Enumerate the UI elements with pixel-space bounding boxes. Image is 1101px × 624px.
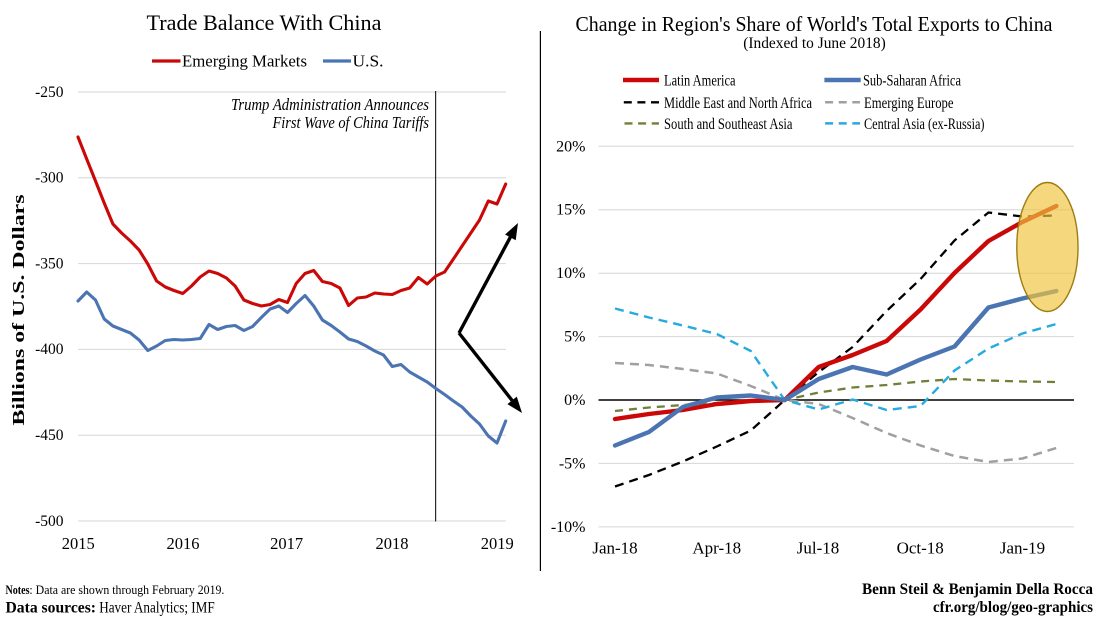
svg-text:cfr.org/blog/geo-graphics: cfr.org/blog/geo-graphics — [933, 599, 1093, 616]
svg-text:Latin America: Latin America — [664, 73, 736, 90]
svg-text:Trump Administration Announces: Trump Administration Announces — [231, 95, 429, 114]
svg-text:South and Southeast Asia: South and Southeast Asia — [664, 116, 793, 133]
svg-text:Oct-18: Oct-18 — [897, 539, 944, 558]
svg-text:-10%: -10% — [551, 519, 586, 536]
svg-text:(Indexed to June 2018): (Indexed to June 2018) — [743, 35, 886, 52]
svg-text:Change in Region's Share of Wo: Change in Region's Share of World's Tota… — [576, 12, 1054, 36]
svg-text:20%: 20% — [556, 138, 585, 155]
svg-text:-250: -250 — [35, 84, 64, 101]
svg-text:Emerging Markets: Emerging Markets — [182, 52, 307, 71]
svg-text:Data sources:: Data sources: — [6, 599, 97, 616]
svg-text:Jan-18: Jan-18 — [592, 539, 637, 558]
svg-text:15%: 15% — [556, 202, 585, 219]
svg-text:Central Asia (ex-Russia): Central Asia (ex-Russia) — [864, 116, 985, 133]
svg-text:-500: -500 — [35, 513, 64, 530]
svg-text:10%: 10% — [556, 265, 585, 282]
svg-text:-350: -350 — [35, 255, 64, 272]
svg-text:Haver Analytics; IMF: Haver Analytics; IMF — [99, 599, 215, 616]
svg-text:2019: 2019 — [481, 534, 514, 553]
svg-text:Notes: Notes — [6, 583, 30, 597]
svg-text:U.S.: U.S. — [353, 52, 384, 71]
svg-text:Benn Steil & Benjamin Della Ro: Benn Steil & Benjamin Della Rocca — [862, 581, 1093, 598]
svg-text:2015: 2015 — [62, 534, 95, 553]
svg-text:Apr-18: Apr-18 — [692, 539, 741, 558]
svg-text:Trade Balance With China: Trade Balance With China — [147, 10, 382, 35]
svg-text:2016: 2016 — [167, 534, 200, 553]
svg-text:Middle East and North Africa: Middle East and North Africa — [664, 95, 812, 112]
svg-text:-5%: -5% — [559, 455, 586, 472]
svg-text:Jan-19: Jan-19 — [1000, 539, 1045, 558]
svg-text:2018: 2018 — [376, 534, 409, 553]
svg-text:First Wave of China Tariffs: First Wave of China Tariffs — [272, 113, 429, 132]
svg-text:Emerging Europe: Emerging Europe — [864, 95, 954, 112]
svg-text:-400: -400 — [35, 341, 64, 358]
svg-text:Sub-Saharan Africa: Sub-Saharan Africa — [863, 73, 961, 90]
svg-text:5%: 5% — [564, 329, 585, 346]
svg-text:-450: -450 — [35, 427, 64, 444]
svg-text:0%: 0% — [564, 392, 585, 409]
svg-text:Jul-18: Jul-18 — [797, 539, 840, 558]
svg-text:Billions of U.S. Dollars: Billions of U.S. Dollars — [9, 194, 28, 426]
svg-text:-300: -300 — [35, 170, 64, 187]
svg-text:2017: 2017 — [270, 534, 303, 553]
svg-text:: Data are shown through Febru: : Data are shown through February 2019. — [29, 583, 224, 597]
